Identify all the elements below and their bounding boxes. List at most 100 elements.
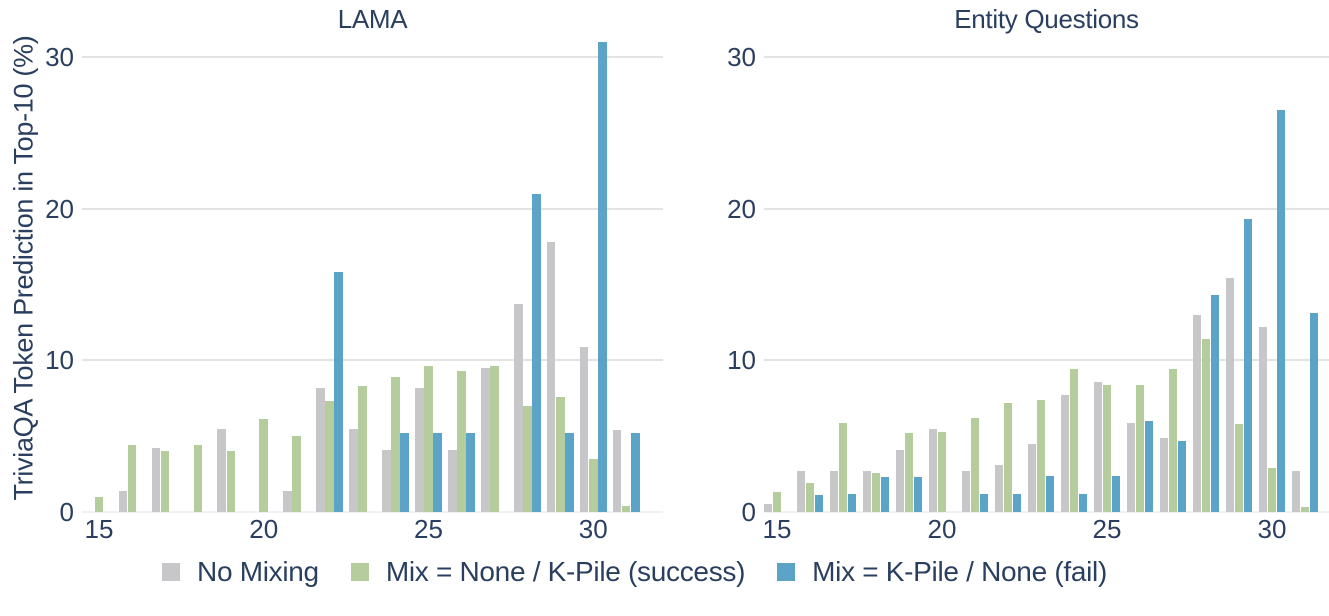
bar-mix-none-k-pile-success-x23 [358,386,367,512]
bar-mix-none-k-pile-success-x16 [127,445,137,512]
bar-mix-none-k-pile-success-x16 [805,483,815,512]
bar-mix-none-k-pile-success-x19 [226,451,236,512]
x-tick-label-25: 25 [1092,514,1122,544]
x-tick-label-20: 20 [927,514,957,544]
y-tick-label-30: 30 [727,42,756,72]
bar-no-mixing-x19 [895,449,905,512]
bar-mix-none-k-pile-success-x31 [621,505,631,512]
bar-no-mixing-x15 [763,504,773,512]
x-axis-zeroline [82,511,663,513]
subplot-lama: LAMA 0 10 20 30 15 20 25 30 [45,0,663,616]
bar-no-mixing-x31 [612,430,622,512]
bar-mix-k-pile-none-fail-x16 [814,495,824,512]
gridline-y-20 [764,207,1329,210]
bar-mix-k-pile-none-fail-x24 [400,433,409,512]
bar-no-mixing-x21 [961,471,971,512]
y-tick-label-30: 30 [45,42,74,72]
plot-title-lama: LAMA [337,4,408,34]
bar-mix-none-k-pile-success-x24 [1069,369,1079,512]
bar-mix-none-k-pile-success-x28 [523,405,532,512]
bar-mix-k-pile-none-fail-x17 [847,493,857,512]
bar-mix-none-k-pile-success-x22 [1003,402,1013,512]
subplot-entity-questions: Entity Questions 0 10 20 30 15 20 25 30 [727,0,1329,616]
bar-mix-k-pile-none-fail-x29 [1243,219,1253,512]
bar-no-mixing-x20 [928,428,938,512]
bar-no-mixing-x25 [415,387,424,512]
y-tick-label-20: 20 [727,193,756,224]
plot-area-lama: 0 10 20 30 15 20 25 30 [45,0,663,544]
bar-mix-none-k-pile-success-x25 [1102,384,1112,512]
bar-no-mixing-x26 [1126,422,1136,512]
bar-no-mixing-x16 [796,471,806,512]
bar-mix-none-k-pile-success-x24 [391,377,400,512]
x-tick-label-25: 25 [414,514,443,544]
bar-mix-none-k-pile-success-x30 [1267,468,1277,512]
bar-mix-none-k-pile-success-x29 [556,396,565,512]
x-axis-zeroline [764,511,1329,513]
bar-no-mixing-x31 [1291,471,1301,512]
bar-no-mixing-x27 [1159,437,1169,512]
legend-swatch-green-icon [350,563,369,581]
legend-label-mix-none-kpile: Mix = None / K-Pile (success) [385,556,746,587]
bar-mix-k-pile-none-fail-x28 [1210,295,1220,512]
bar-mix-none-k-pile-success-x20 [937,431,947,512]
bar-no-mixing-x17 [829,471,839,512]
bar-no-mixing-x22 [316,387,325,512]
y-tick-label-20: 20 [45,193,74,224]
bar-no-mixing-x29 [1225,278,1235,512]
bar-no-mixing-x29 [546,242,556,512]
bar-mix-k-pile-none-fail-x22 [1012,493,1022,512]
legend-item-mix-none-kpile: Mix = None / K-Pile (success) [350,556,746,588]
bar-no-mixing-x17 [151,448,161,512]
plot-title-entity-questions: Entity Questions [954,4,1139,34]
bar-no-mixing-x25 [1093,381,1103,512]
bar-mix-none-k-pile-success-x30 [588,458,598,512]
bar-mix-none-k-pile-success-x15 [94,496,104,512]
bar-no-mixing-x23 [349,428,358,512]
bar-mix-none-k-pile-success-x18 [193,445,203,512]
gridline-y-30 [82,56,663,58]
bar-no-mixing-x30 [1258,326,1268,512]
bar-mix-none-k-pile-success-x25 [424,366,433,512]
gridline-y-30 [764,56,1329,58]
legend-item-no-mixing: No Mixing [162,556,319,588]
bar-no-mixing-x23 [1027,443,1037,512]
bar-mix-none-k-pile-success-x31 [1300,507,1310,512]
bar-mix-none-k-pile-success-x18 [871,472,881,512]
y-axis-title: TriviaQA Token Prediction in Top-10 (%) [8,35,39,501]
bar-mix-k-pile-none-fail-x25 [1111,475,1121,512]
bar-mix-none-k-pile-success-x26 [457,370,466,512]
plot-area-entity-questions: 0 10 20 30 15 20 25 30 [727,0,1329,544]
bar-no-mixing-x30 [579,346,589,512]
bar-mix-none-k-pile-success-x17 [160,451,170,512]
bar-mix-k-pile-none-fail-x26 [1144,421,1154,512]
bar-mix-none-k-pile-success-x17 [838,422,848,512]
bar-mix-k-pile-none-fail-x25 [433,433,442,512]
legend-swatch-gray-icon [162,563,181,581]
bar-mix-none-k-pile-success-x20 [259,419,269,512]
bar-no-mixing-x26 [448,449,457,512]
x-tick-label-20: 20 [249,514,279,544]
bar-mix-k-pile-none-fail-x24 [1078,493,1088,512]
bar-no-mixing-x28 [1192,314,1202,512]
legend-item-mix-kpile-none: Mix = K-Pile / None (fail) [777,556,1107,588]
bar-mix-k-pile-none-fail-x19 [913,477,923,512]
legend-label-no-mixing: No Mixing [197,556,319,587]
gridline-y-10 [764,359,1329,362]
bar-mix-none-k-pile-success-x26 [1135,384,1145,512]
bar-mix-k-pile-none-fail-x29 [565,433,574,512]
bar-mix-k-pile-none-fail-x22 [334,272,344,512]
bar-no-mixing-x21 [283,490,292,512]
bar-mix-k-pile-none-fail-x30 [598,41,607,512]
bar-mix-k-pile-none-fail-x30 [1276,110,1286,512]
gridline-y-20 [82,207,663,210]
bar-mix-none-k-pile-success-x21 [292,436,301,512]
bar-mix-none-k-pile-success-x21 [970,417,980,512]
bar-mix-k-pile-none-fail-x26 [466,433,475,512]
bar-mix-k-pile-none-fail-x28 [532,193,541,512]
bar-mix-none-k-pile-success-x29 [1234,424,1244,512]
bar-mix-none-k-pile-success-x19 [904,433,914,512]
x-tick-label-30: 30 [578,514,608,544]
bar-no-mixing-x18 [862,471,872,512]
